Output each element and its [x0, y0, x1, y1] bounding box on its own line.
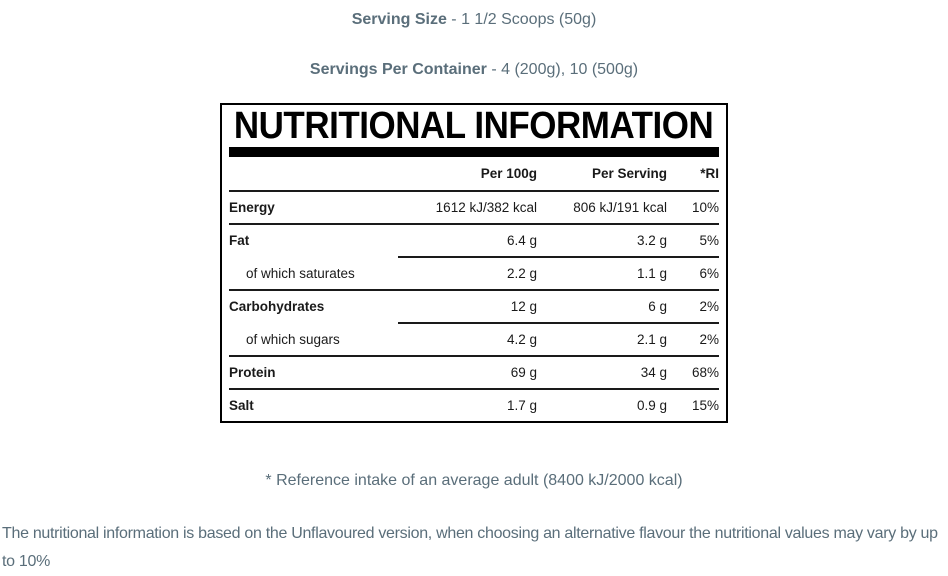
cell-ri: 2%	[699, 299, 719, 314]
cell-per-serving: 0.9 g	[636, 398, 667, 413]
flavour-disclaimer: The nutritional information is based on …	[2, 525, 938, 570]
cell-per-serving: 3.2 g	[636, 233, 667, 248]
row-label: of which sugars	[246, 332, 340, 347]
row-divider	[229, 355, 719, 357]
row-divider	[229, 289, 719, 291]
row-label: Fat	[229, 233, 250, 248]
row-divider	[229, 388, 719, 390]
cell-per-serving: 806 kJ/191 kcal	[573, 200, 667, 215]
servings-per-container-line: Servings Per Container - 4 (200g), 10 (5…	[0, 61, 948, 79]
cell-ri: 15%	[691, 398, 719, 413]
cell-per-100g: 4.2 g	[506, 332, 537, 347]
cell-per-serving: 34 g	[640, 365, 667, 380]
row-label: Salt	[229, 398, 254, 413]
cell-per-100g: 69 g	[510, 365, 537, 380]
table-title-area: NUTRITIONAL INFORMATION	[222, 105, 726, 147]
row-divider	[229, 223, 719, 225]
cell-ri: 2%	[699, 332, 719, 347]
table-header-row: Per 100g Per Serving *RI	[222, 157, 726, 190]
row-label: Energy	[229, 200, 275, 215]
row-divider	[398, 322, 719, 324]
column-header-per-100g: Per 100g	[480, 166, 537, 181]
table-title: NUTRITIONAL INFORMATION	[234, 105, 714, 147]
row-divider	[398, 256, 719, 258]
serving-size-line: Serving Size - 1 1/2 Scoops (50g)	[0, 0, 948, 29]
row-label: Carbohydrates	[229, 299, 325, 314]
cell-per-serving: 1.1 g	[636, 266, 667, 281]
cell-ri: 10%	[691, 200, 719, 215]
cell-ri: 6%	[699, 266, 719, 281]
table-row: of which sugars 4.2 g 2.1 g 2%	[222, 324, 726, 355]
table-row: Fat 6.4 g 3.2 g 5%	[222, 225, 726, 256]
serving-size-label: Serving Size	[351, 11, 447, 28]
nutrition-rows: Energy 1612 kJ/382 kcal 806 kJ/191 kcal 10%…	[222, 192, 726, 421]
cell-per-100g: 6.4 g	[506, 233, 537, 248]
serving-size-value: - 1 1/2 Scoops (50g)	[446, 11, 597, 28]
cell-per-100g: 12 g	[510, 299, 537, 314]
servings-per-container-value: - 4 (200g), 10 (500g)	[486, 61, 639, 78]
column-header-per-serving: Per Serving	[591, 166, 667, 181]
column-header-ri: *RI	[700, 166, 719, 181]
reference-intake-note: * Reference intake of an average adult (…	[265, 472, 683, 489]
nutritional-information-table: NUTRITIONAL INFORMATION Per 100g Per Ser…	[220, 103, 728, 423]
table-row: of which saturates 2.2 g 1.1 g 6%	[222, 258, 726, 289]
table-row: Salt 1.7 g 0.9 g 15%	[222, 390, 726, 421]
table-row: Carbohydrates 12 g 6 g 2%	[222, 291, 726, 322]
title-separator-bar	[229, 147, 719, 157]
cell-per-serving: 6 g	[648, 299, 667, 314]
cell-ri: 68%	[691, 365, 719, 380]
cell-per-100g: 2.2 g	[506, 266, 537, 281]
row-label: of which saturates	[246, 266, 355, 281]
servings-per-container-label: Servings Per Container	[309, 61, 487, 78]
cell-per-100g: 1612 kJ/382 kcal	[435, 200, 537, 215]
row-label: Protein	[229, 365, 276, 380]
header-divider	[229, 190, 719, 192]
cell-per-100g: 1.7 g	[506, 398, 537, 413]
cell-ri: 5%	[699, 233, 719, 248]
table-row: Energy 1612 kJ/382 kcal 806 kJ/191 kcal 10%	[222, 192, 726, 223]
cell-per-serving: 2.1 g	[636, 332, 667, 347]
table-row: Protein 69 g 34 g 68%	[222, 357, 726, 388]
